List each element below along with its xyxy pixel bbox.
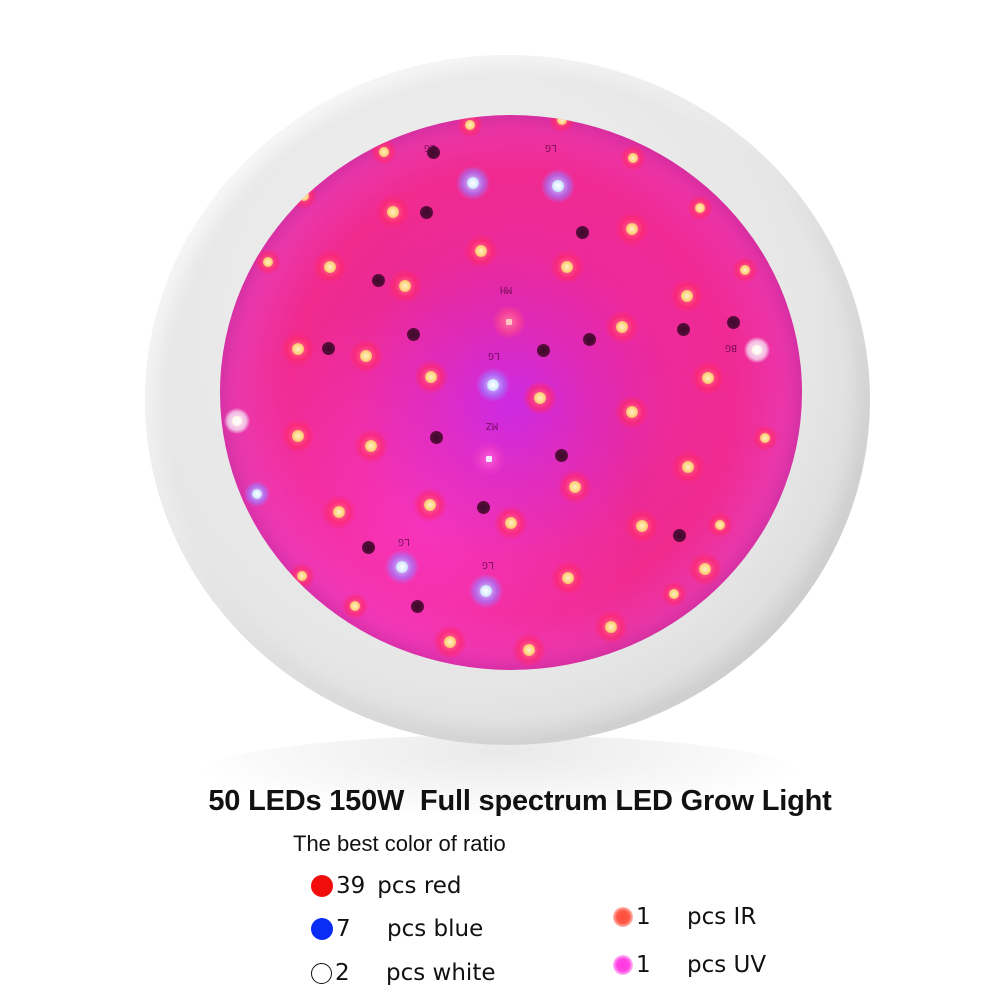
mounting-hole [677, 323, 690, 336]
product-headline: 50 LEDs 150W Full spectrum LED Grow Ligh… [208, 785, 832, 817]
led-white [224, 408, 250, 434]
led-red [558, 470, 592, 504]
led-white [744, 337, 770, 363]
led-blue [456, 166, 490, 200]
mounting-hole [427, 146, 440, 159]
led-red [523, 381, 557, 415]
spec-label: pcs IR [687, 904, 757, 930]
spec-ir: 1 pcs IR [613, 904, 756, 930]
ratio-subtitle: The best color of ratio [293, 831, 506, 856]
mounting-hole [576, 226, 589, 239]
blue-dot-icon [311, 918, 333, 940]
white-circle-icon [311, 962, 332, 984]
led-red [388, 269, 422, 303]
led-blue [476, 368, 510, 402]
spec-label: pcs blue [387, 916, 484, 942]
mounting-hole [583, 333, 596, 346]
ir-glow-dot-icon [613, 907, 633, 927]
led-red [620, 145, 646, 171]
mounting-hole [673, 529, 686, 542]
led-red [687, 195, 713, 221]
led-red [289, 563, 315, 589]
mounting-hole [537, 344, 550, 357]
mounting-hole [372, 274, 385, 287]
led-red [281, 419, 315, 453]
led-red [615, 395, 649, 429]
spec-count: 2 [335, 960, 350, 986]
led-red [661, 581, 687, 607]
led-red [376, 195, 410, 229]
led-red [615, 212, 649, 246]
spec-red: 39 pcs red [311, 873, 462, 899]
led-red [281, 332, 315, 366]
led-red [691, 361, 725, 395]
spec-blue: 7 pcs blue [311, 916, 483, 942]
led-panel: MH LG MZ LG LG LG LG BG [220, 115, 802, 670]
led-red [605, 310, 639, 344]
spec-uv: 1 pcs UV [613, 952, 766, 978]
led-red [413, 488, 447, 522]
led-red [322, 495, 356, 529]
led-uv [472, 442, 506, 476]
led-red [464, 234, 498, 268]
led-red [549, 115, 575, 133]
led-red [494, 506, 528, 540]
led-red [670, 279, 704, 313]
spec-count: 1 [636, 904, 651, 930]
led-blue [244, 481, 270, 507]
led-red [313, 250, 347, 284]
grow-light-product-photo: MH LG MZ LG LG LG LG BG [0, 0, 1000, 815]
spec-count: 7 [336, 916, 351, 942]
led-blue [469, 574, 503, 608]
led-red [255, 249, 281, 275]
led-red [594, 610, 628, 644]
mounting-hole [362, 541, 375, 554]
spec-count: 39 [336, 873, 366, 899]
floor-reflection [200, 735, 800, 815]
spec-label: pcs UV [687, 952, 767, 978]
led-red [371, 139, 397, 165]
led-red [349, 339, 383, 373]
led-red [414, 360, 448, 394]
led-red [671, 450, 705, 484]
led-red [512, 633, 546, 667]
mounting-hole [430, 431, 443, 444]
spec-white: 2 pcs white [311, 960, 496, 986]
led-blue [385, 550, 419, 584]
spec-label: pcs red [377, 873, 462, 899]
led-red [688, 552, 722, 586]
spec-label: pcs white [386, 960, 496, 986]
led-red [551, 561, 585, 595]
mounting-hole [420, 206, 433, 219]
mounting-hole [477, 501, 490, 514]
led-red [342, 593, 368, 619]
led-blue [541, 169, 575, 203]
mounting-hole [727, 316, 740, 329]
led-red [433, 625, 467, 659]
led-red [354, 429, 388, 463]
led-red [291, 183, 317, 209]
led-red [752, 425, 778, 451]
mounting-hole [322, 342, 335, 355]
spec-count: 1 [636, 952, 651, 978]
led-red [457, 115, 483, 138]
mounting-hole [555, 449, 568, 462]
led-ir [492, 305, 526, 339]
led-red [625, 509, 659, 543]
mounting-hole [411, 600, 424, 613]
red-dot-icon [311, 875, 333, 897]
led-red [707, 512, 733, 538]
led-red [732, 257, 758, 283]
uv-glow-dot-icon [613, 955, 633, 975]
led-overlay [0, 0, 1000, 800]
led-red [550, 250, 584, 284]
mounting-hole [407, 328, 420, 341]
